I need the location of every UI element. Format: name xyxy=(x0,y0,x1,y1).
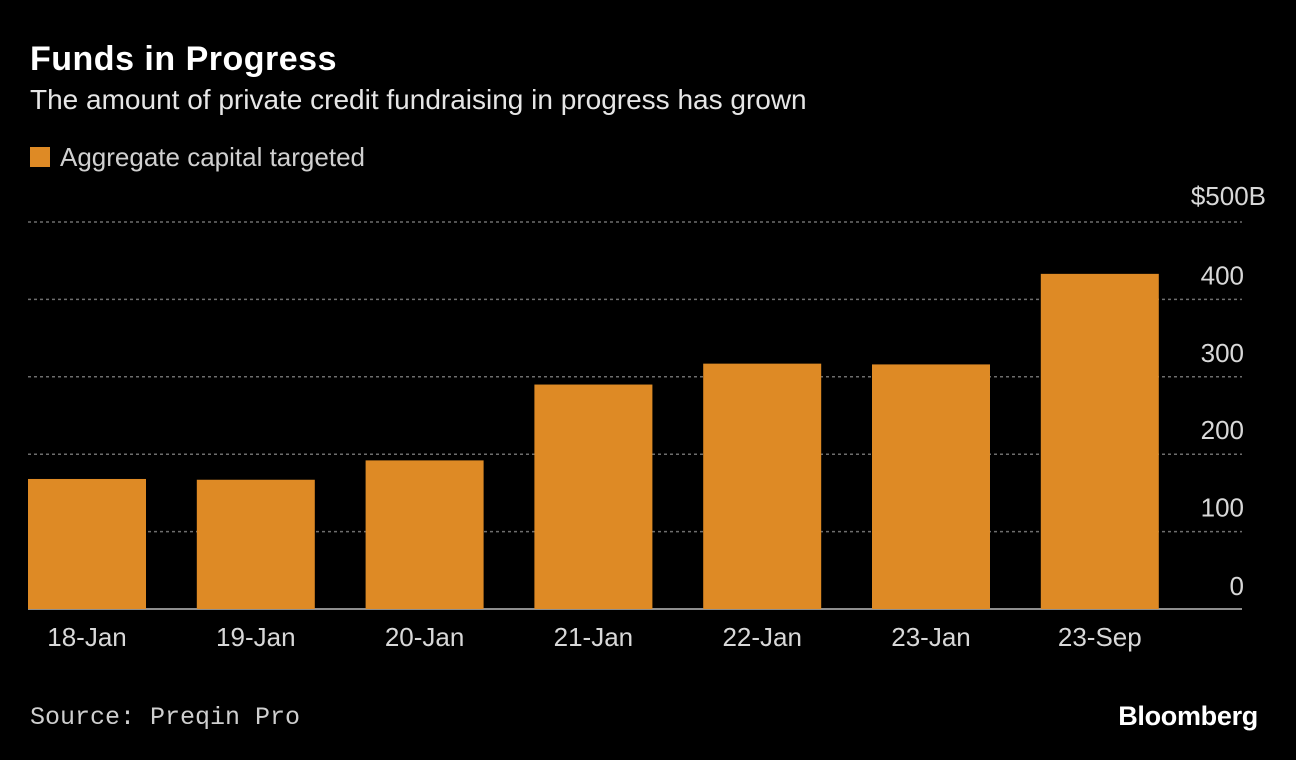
bar xyxy=(196,479,315,609)
bar-layer xyxy=(28,273,1159,609)
bloomberg-logo: Bloomberg xyxy=(1118,701,1258,731)
bar xyxy=(1040,273,1159,609)
y-tick-label: $500B xyxy=(1191,181,1266,211)
bar xyxy=(365,460,484,609)
x-tick-label: 19-Jan xyxy=(216,622,296,652)
x-tick-label: 23-Sep xyxy=(1058,622,1142,652)
chart-subtitle: The amount of private credit fundraising… xyxy=(30,84,807,115)
bar xyxy=(872,364,990,609)
x-tick-label: 23-Jan xyxy=(891,622,971,652)
legend: Aggregate capital targeted xyxy=(30,144,365,170)
label-layer: 0 100 200 300 400 $500B 18-Jan 19-Jan 20-Jan 21-J… xyxy=(47,181,1266,652)
x-tick-label: 18-Jan xyxy=(47,622,127,652)
bar xyxy=(534,384,653,609)
x-tick-label: 22-Jan xyxy=(722,622,802,652)
source-note: Source: Preqin Pro xyxy=(30,703,301,732)
x-tick-label: 20-Jan xyxy=(385,622,465,652)
y-tick-label: 0 xyxy=(1230,571,1244,601)
y-tick-label: 200 xyxy=(1201,415,1244,445)
chart-title: Funds in Progress xyxy=(30,40,337,78)
x-tick-label: 21-Jan xyxy=(554,622,634,652)
y-tick-label: 400 xyxy=(1201,260,1244,290)
y-tick-label: 300 xyxy=(1201,338,1244,368)
legend-swatch xyxy=(30,147,50,167)
legend-label: Aggregate capital targeted xyxy=(60,142,365,172)
bar xyxy=(28,478,146,609)
bar xyxy=(703,363,822,609)
y-tick-label: 100 xyxy=(1201,493,1244,523)
